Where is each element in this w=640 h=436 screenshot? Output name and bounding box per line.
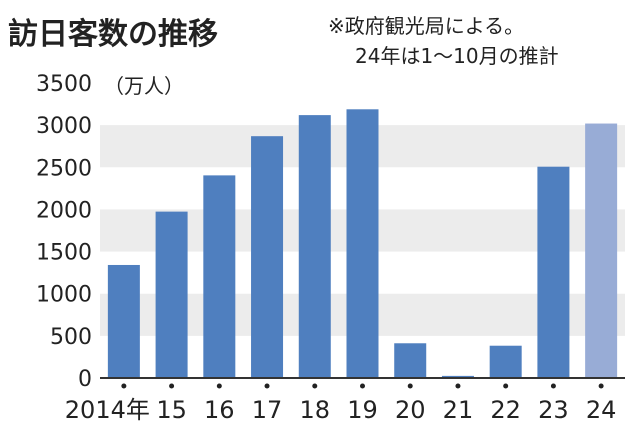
x-tick-dot — [121, 383, 127, 389]
x-tick-label: 19 — [347, 396, 378, 424]
x-tick-label: 24 — [586, 396, 617, 424]
bar-18 — [298, 115, 331, 378]
bar-2014年 — [107, 264, 140, 378]
x-tick-labels: 2014年 15 16 17 18 19 20 21 22 23 24 — [65, 396, 617, 424]
y-tick-label: 0 — [78, 367, 92, 392]
x-tick-dot — [550, 383, 556, 389]
bar-22 — [489, 345, 522, 378]
x-tick-dot — [598, 383, 604, 389]
x-tick-label: 15 — [156, 396, 187, 424]
bar-21 — [441, 375, 474, 378]
unit-label: （万人） — [104, 74, 184, 98]
bar-16 — [203, 175, 236, 378]
y-tick-label: 3000 — [36, 114, 92, 139]
note-line-1: ※政府観光局による。 — [328, 14, 524, 38]
bar-23 — [537, 166, 570, 378]
x-tick-label: 23 — [538, 396, 569, 424]
x-tick-label: 16 — [204, 396, 235, 424]
bar-15 — [155, 211, 188, 378]
y-tick-label: 500 — [50, 325, 92, 350]
x-tick-dot — [216, 383, 222, 389]
x-tick-dot — [407, 383, 413, 389]
bar-17 — [251, 136, 284, 378]
x-tick-label: 17 — [252, 396, 283, 424]
y-tick-label: 2000 — [36, 198, 92, 223]
x-tick-dot — [264, 383, 270, 389]
y-tick-label: 2500 — [36, 156, 92, 181]
x-tick-label: 18 — [299, 396, 330, 424]
x-tick-dot — [169, 383, 175, 389]
y-tick-label: 1500 — [36, 241, 92, 266]
y-tick-label: 3500 — [36, 72, 92, 97]
x-tick-dots — [121, 383, 604, 389]
bar-19 — [346, 109, 379, 378]
x-tick-dot — [312, 383, 318, 389]
chart-title: 訪日客数の推移 — [8, 17, 218, 52]
x-tick-label: 22 — [490, 396, 521, 424]
bar-20 — [394, 343, 427, 378]
bar-24 — [585, 123, 618, 378]
x-tick-label: 21 — [443, 396, 474, 424]
note-line-2: 24年は1～10月の推計 — [355, 44, 559, 68]
y-tick-labels: 0 500 1000 1500 2000 2500 3000 3500 — [36, 72, 92, 392]
bars — [107, 109, 618, 378]
x-tick-label: 20 — [395, 396, 426, 424]
x-tick-dot — [503, 383, 509, 389]
y-tick-label: 1000 — [36, 283, 92, 308]
x-tick-dot — [360, 383, 365, 389]
x-tick-dot — [455, 383, 461, 389]
x-tick-label: 2014年 — [65, 396, 150, 424]
